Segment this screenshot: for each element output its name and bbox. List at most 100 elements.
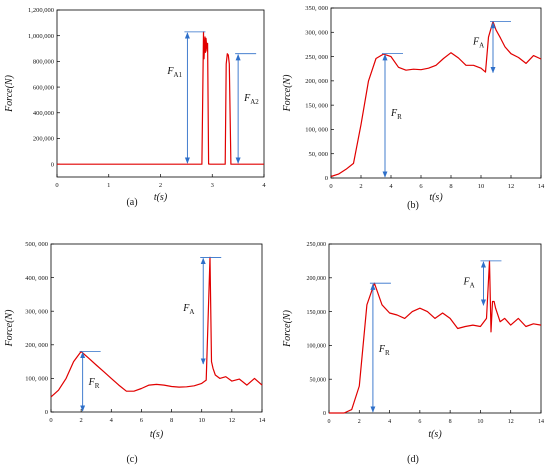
- x-tick-label: 14: [538, 419, 544, 425]
- x-tick-label: 8: [449, 419, 452, 425]
- x-axis-label: t(s): [428, 429, 442, 440]
- y-tick-label: 400, 000: [25, 275, 48, 282]
- y-tick-label: 50, 000: [309, 151, 329, 158]
- panel-label: (d): [407, 454, 419, 465]
- x-axis-label: t(s): [429, 192, 443, 203]
- y-axis-label: Force(N): [4, 309, 15, 348]
- force-label-main: F: [378, 344, 386, 355]
- y-tick-label: 150, 000: [305, 102, 328, 109]
- force-label-sub: A1: [174, 71, 183, 79]
- force-curve: [330, 21, 542, 178]
- force-label: FR: [378, 344, 390, 357]
- x-tick-label: 4: [262, 182, 266, 189]
- force-label: FA1: [166, 66, 182, 79]
- x-tick-label: 10: [478, 183, 485, 190]
- x-tick-label: 2: [80, 417, 83, 424]
- y-tick-label: 150,000: [307, 310, 327, 316]
- x-tick-label: 12: [508, 183, 515, 190]
- force-label-sub: R: [397, 113, 402, 121]
- y-tick-label: 50,000: [310, 377, 327, 383]
- x-axis-label: t(s): [154, 192, 168, 203]
- force-label-sub: A: [189, 308, 194, 316]
- x-tick-label: 6: [419, 183, 423, 190]
- force-label-sub: R: [385, 349, 390, 357]
- y-tick-label: 800,000: [33, 59, 54, 66]
- force-label: FA: [182, 303, 194, 316]
- x-tick-label: 2: [359, 183, 362, 190]
- y-tick-label: 500, 000: [25, 241, 48, 248]
- y-tick-label: 100, 000: [305, 127, 328, 134]
- panel-a: 0 1 2 3 4 0 200,000 400,000 600,000 800,000 1,000,…: [4, 7, 266, 208]
- x-tick-label: 12: [229, 417, 236, 424]
- x-tick-label: 4: [110, 417, 114, 424]
- y-tick-label: 350, 000: [305, 5, 328, 12]
- x-tick-label: 0: [55, 182, 58, 189]
- panel-label: (a): [126, 197, 137, 208]
- force-label-main: F: [390, 108, 398, 119]
- x-tick-label: 4: [388, 419, 391, 425]
- y-tick-label: 0: [51, 161, 54, 168]
- force-label: FR: [390, 108, 402, 121]
- y-tick-label: 300, 000: [305, 29, 328, 36]
- panel-c: 0 2 4 6 8 10 12 14 0 100, 000 200, 000 300, 000 400,…: [4, 241, 266, 465]
- x-tick-label: 8: [170, 417, 173, 424]
- force-label-sub: A: [479, 41, 484, 49]
- x-tick-label: 14: [538, 183, 545, 190]
- x-tick-label: 3: [211, 182, 214, 189]
- y-tick-label: 0: [45, 409, 48, 416]
- y-tick-label: 100,000: [307, 344, 327, 350]
- x-tick-label: 2: [358, 419, 361, 425]
- plot-frame: [50, 243, 263, 413]
- y-tick-label: 200,000: [307, 276, 327, 282]
- force-label-sub: R: [95, 382, 100, 390]
- x-tick-label: 8: [449, 183, 452, 190]
- force-label-main: F: [166, 66, 174, 77]
- force-label: FR: [88, 377, 100, 390]
- y-axis-label: Force(N): [282, 74, 293, 113]
- plot-frame: [330, 7, 542, 179]
- force-label: FA: [472, 36, 484, 49]
- y-tick-label: 200, 000: [25, 342, 48, 349]
- force-label-main: F: [243, 93, 251, 104]
- x-tick-label: 14: [259, 417, 266, 424]
- force-label-sub: A2: [250, 98, 259, 106]
- panel-label: (b): [407, 200, 419, 211]
- plot-frame: [56, 9, 265, 178]
- y-tick-label: 600,000: [33, 84, 54, 91]
- x-tick-label: 0: [329, 183, 332, 190]
- y-tick-label: 1,000,000: [28, 33, 54, 40]
- plot-frame: [328, 243, 542, 414]
- x-tick-label: 0: [328, 419, 331, 425]
- force-curve: [329, 260, 542, 414]
- force-label: FA2: [243, 93, 259, 106]
- x-axis-label: t(s): [150, 429, 164, 440]
- force-label-sub: A: [470, 282, 475, 290]
- y-axis-label: Force(N): [4, 74, 15, 113]
- panel-b: 0 2 4 6 8 10 12 14 0 50, 000 100, 000 150, 000 200, …: [282, 5, 545, 211]
- force-label-main: F: [88, 377, 96, 388]
- x-tick-label: 6: [418, 419, 421, 425]
- force-curve: [57, 31, 264, 165]
- y-tick-label: 0: [323, 411, 326, 417]
- y-axis-label: Force(N): [282, 309, 293, 348]
- x-tick-label: 6: [140, 417, 144, 424]
- panel-d: 0 2 4 6 8 10 12 14 0 50,000 100,000 150,000 200,000 2…: [282, 242, 544, 465]
- y-tick-label: 300, 000: [25, 308, 48, 315]
- y-tick-label: 200, 000: [305, 78, 328, 85]
- x-tick-label: 12: [508, 419, 514, 425]
- x-tick-label: 0: [49, 417, 52, 424]
- force-label: FA: [462, 277, 474, 290]
- force-label-main: F: [472, 36, 480, 47]
- force-curve: [50, 256, 263, 398]
- x-tick-label: 2: [159, 182, 162, 189]
- y-tick-label: 1,200,000: [28, 7, 54, 14]
- y-tick-label: 400,000: [33, 110, 54, 117]
- y-tick-label: 250,000: [307, 242, 327, 248]
- y-tick-label: 0: [325, 175, 328, 182]
- force-label-main: F: [182, 303, 190, 314]
- y-tick-label: 250, 000: [305, 54, 328, 61]
- x-tick-label: 1: [107, 182, 110, 189]
- panel-label: (c): [126, 454, 137, 465]
- x-tick-label: 10: [198, 417, 205, 424]
